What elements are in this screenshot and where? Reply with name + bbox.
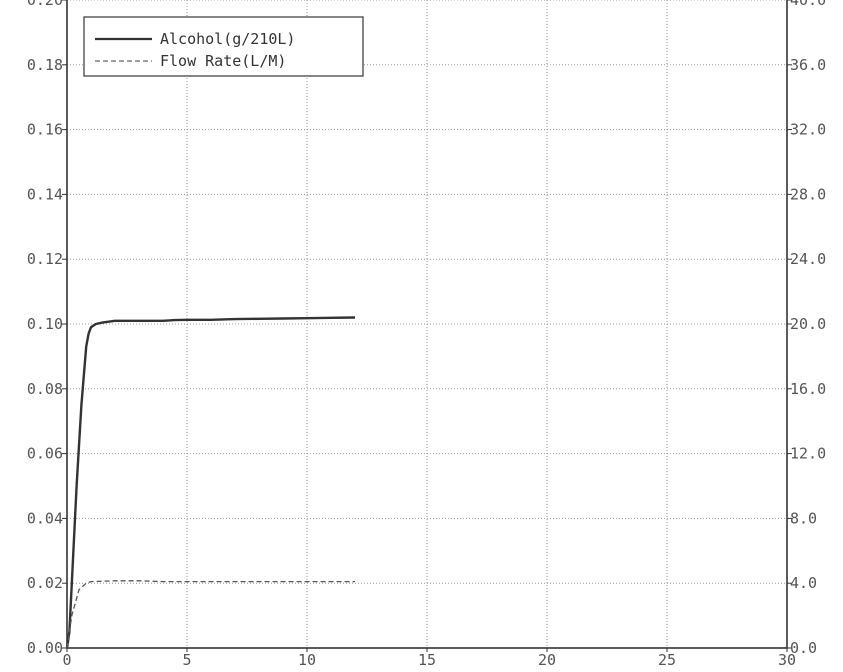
y-right-tick-label: 8.0 (790, 509, 817, 527)
grid (67, 0, 787, 648)
legend: Alcohol(g/210L) Flow Rate(L/M) (84, 17, 363, 76)
x-tick-label: 5 (182, 651, 191, 669)
x-tick-label: 0 (62, 651, 71, 669)
y-left-tick-label: 0.12 (27, 250, 63, 268)
y-right-tick-label: 24.0 (790, 250, 826, 268)
y-right-tick-label: 16.0 (790, 380, 826, 398)
y-left-tick-label: 0.10 (27, 315, 63, 333)
legend-label-alcohol: Alcohol(g/210L) (160, 30, 295, 48)
y-left-tick-label: 0.00 (27, 639, 63, 657)
y-left-tick-label: 0.04 (27, 509, 63, 527)
legend-label-flow-rate: Flow Rate(L/M) (160, 52, 286, 70)
y-left-tick-label: 0.18 (27, 56, 63, 74)
y-left-tick-labels: 0.00 0.02 0.04 0.06 0.08 0.10 0.12 0.14 0.16 0.18… (27, 0, 67, 657)
y-right-tick-label: 20.0 (790, 315, 826, 333)
y-left-tick-label: 0.06 (27, 445, 63, 463)
x-tick-label: 20 (538, 651, 556, 669)
x-tick-labels: 0 5 10 15 20 25 30 (62, 648, 796, 669)
y-right-tick-label: 28.0 (790, 185, 826, 203)
y-left-tick-label: 0.14 (27, 185, 63, 203)
y-right-tick-label: 40.0 (790, 0, 826, 9)
y-left-tick-label: 0.02 (27, 574, 63, 592)
x-tick-label: 25 (658, 651, 676, 669)
y-right-tick-label: 36.0 (790, 56, 826, 74)
y-right-tick-labels: 0.04.08.012.016.020.024.028.032.036.040.… (787, 0, 826, 657)
x-tick-label: 10 (298, 651, 316, 669)
series-line-alcohol (67, 318, 355, 649)
y-right-tick-label: 12.0 (790, 445, 826, 463)
x-tick-label: 15 (418, 651, 436, 669)
y-right-tick-label: 4.0 (790, 574, 817, 592)
series-line-flow-rate (67, 581, 355, 648)
x-tick-label: 30 (778, 651, 796, 669)
series-layer (67, 318, 355, 649)
y-left-tick-label: 0.08 (27, 380, 63, 398)
y-right-tick-label: 32.0 (790, 121, 826, 139)
y-left-tick-label: 0.16 (27, 121, 63, 139)
y-left-tick-label: 0.20 (27, 0, 63, 9)
